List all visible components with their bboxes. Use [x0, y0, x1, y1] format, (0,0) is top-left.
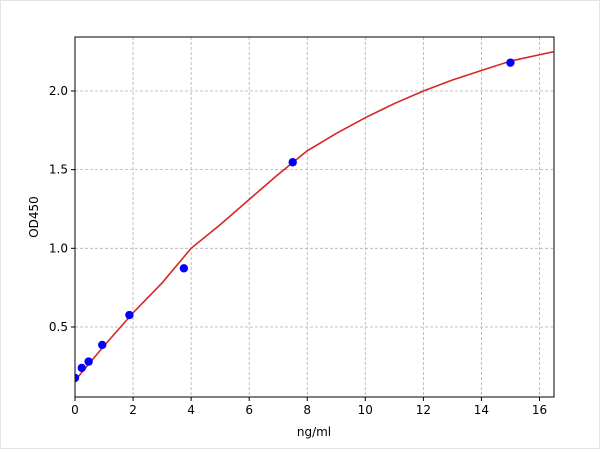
x-tick-label: 6 [245, 403, 253, 417]
data-point [125, 310, 134, 320]
x-tick-label: 0 [71, 403, 79, 417]
data-point [84, 357, 93, 366]
data-point [506, 58, 515, 67]
data-point [75, 373, 80, 383]
y-tick-label: 0.5 [49, 320, 68, 334]
y-tick-label: 1.5 [49, 163, 68, 177]
x-tick-label: 8 [303, 403, 311, 417]
y-tick-label: 1.0 [49, 241, 68, 255]
x-tick-label: 4 [187, 403, 195, 417]
x-tick-label: 14 [474, 403, 489, 417]
y-axis-label: OD450 [27, 196, 41, 238]
data-point [98, 340, 107, 350]
data-point [179, 264, 189, 273]
y-tick-label: 2.0 [49, 84, 68, 98]
x-tick-label: 10 [358, 403, 373, 417]
fit-curve [75, 50, 554, 381]
x-tick-label: 12 [416, 403, 431, 417]
x-tick-label: 2 [129, 403, 137, 417]
x-tick-label: 16 [532, 403, 547, 417]
plot-area [74, 36, 555, 398]
data-point [77, 363, 86, 373]
x-axis-label: ng/ml [297, 425, 331, 439]
data-point [288, 158, 297, 167]
